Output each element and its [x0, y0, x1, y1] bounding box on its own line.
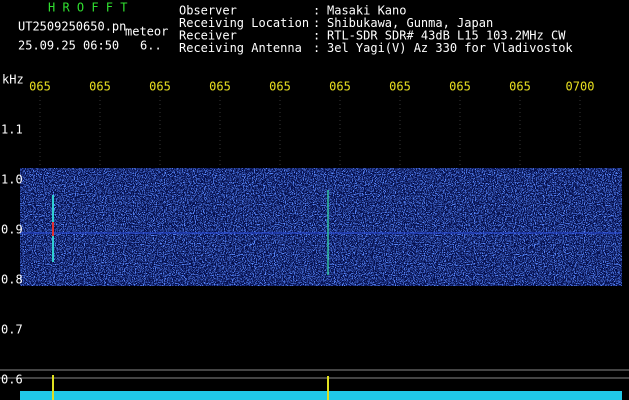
field-value: RTL-SDR SDR# 43dB L15 103.2MHz CW [327, 29, 566, 43]
y-tick-label: 0.6 [1, 373, 23, 387]
mode: meteor [125, 25, 168, 39]
y-tick-label: 1.0 [1, 173, 23, 187]
axes: 065 065 065 065 065 065 065 065 065 0700 1.1 1.0 0.9… [1, 80, 594, 387]
date-time: 25.09.25 06:50 [18, 39, 119, 53]
x-tick-label: 065 [149, 80, 171, 94]
field-separator: : [313, 4, 320, 18]
app-name: H R O F F T [48, 1, 127, 15]
field-label: Receiver [179, 29, 237, 43]
x-tick-label: 065 [89, 80, 111, 94]
x-tick-label: 065 [29, 80, 51, 94]
field-separator: : [313, 29, 320, 43]
field-value: 3el Yagi(V) Az 330 for Vladivostok [327, 41, 573, 55]
x-tick-label: 065 [509, 80, 531, 94]
y-tick-label: 0.9 [1, 223, 23, 237]
field-label: Receiving Location [179, 16, 309, 30]
x-tick-label: 065 [389, 80, 411, 94]
field-label: Observer [179, 4, 237, 18]
field-separator: : [313, 16, 320, 30]
x-tick-label: 065 [269, 80, 291, 94]
field-value: Masaki Kano [327, 4, 406, 18]
unit-label: kHz [2, 73, 24, 87]
x-tick-label: 065 [329, 80, 351, 94]
y-tick-label: 0.8 [1, 273, 23, 287]
spectrogram-noise [20, 168, 622, 286]
field-value: Shibukawa, Gunma, Japan [327, 16, 493, 30]
y-tick-label: 0.7 [1, 323, 23, 337]
signal-trace [20, 391, 622, 400]
file-name: UT2509250650.pn [18, 20, 126, 34]
field-label: Receiving Antenna [179, 41, 302, 55]
info-fields: Observer: Masaki Kano Receiving Location: S… [179, 4, 573, 56]
field-separator: : [313, 41, 320, 55]
x-tick-label: 065 [449, 80, 471, 94]
y-tick-label: 1.1 [1, 123, 23, 137]
x-tick-label: 0700 [566, 80, 595, 94]
extra: 6.. [140, 39, 162, 53]
x-tick-label: 065 [209, 80, 231, 94]
